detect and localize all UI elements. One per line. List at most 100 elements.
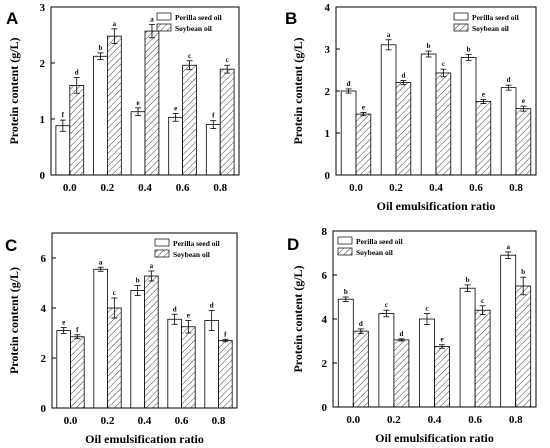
bar-perilla-seed-oil — [419, 318, 435, 408]
legend-swatch — [337, 236, 353, 245]
bar-soybean-oil — [182, 64, 197, 176]
significance-label: a — [387, 31, 391, 39]
significance-label: c — [481, 297, 484, 305]
significance-label: a — [113, 20, 117, 28]
chart-panel-b: Bd a b b d e d c e e 0 1 2 3 4 0.0 0.2 0.4 0.6 0.8 Protein c… — [285, 2, 537, 213]
y-tick-label: 8 — [322, 226, 328, 238]
bar-perilla-seed-oil — [460, 57, 477, 176]
significance-label: d — [401, 72, 405, 80]
significance-label: c — [226, 56, 229, 64]
bar-perilla-seed-oil — [93, 268, 108, 409]
x-tick-label: 0.0 — [346, 414, 360, 426]
bar-soybean-oil — [107, 35, 122, 176]
bar-soybean-oil — [181, 326, 196, 409]
significance-label: e — [440, 336, 443, 344]
bar-soybean-oil — [515, 108, 532, 176]
y-axis-title: Protein content (g/L) — [291, 37, 305, 144]
y-tick-label: 0 — [325, 170, 331, 182]
significance-label: e — [362, 103, 365, 111]
legend-label: Perilla seed oil — [175, 13, 222, 22]
significance-label: a — [150, 262, 154, 270]
x-tick-label: 0.2 — [389, 182, 403, 194]
bar-perilla-seed-oil — [205, 124, 221, 176]
x-axis-title: Oil emulsification ratio — [377, 199, 496, 213]
x-tick-label: 0.4 — [138, 415, 152, 427]
bar-soybean-oil — [144, 30, 160, 176]
x-axis-title: Oil emulsification ratio — [375, 431, 494, 445]
x-tick-label: 0.4 — [429, 182, 443, 194]
legend-label: Perilla seed oil — [173, 239, 220, 248]
significance-label: b — [136, 277, 140, 285]
y-tick-label: 0 — [40, 170, 46, 182]
significance-label: a — [99, 258, 103, 266]
significance-label: c — [113, 289, 116, 297]
significance-label: c — [385, 301, 388, 309]
significance-label: f — [224, 330, 227, 338]
bar-perilla-seed-oil — [380, 44, 397, 176]
y-tick-label: 4 — [41, 303, 47, 315]
bar-soybean-oil — [218, 340, 233, 409]
significance-label: e — [482, 90, 485, 98]
x-tick-label: 0.8 — [212, 415, 226, 427]
significance-label: b — [466, 276, 470, 284]
significance-label: d — [75, 69, 79, 77]
x-tick-label: 0.0 — [63, 182, 77, 194]
y-axis-title: Protein content (g/L) — [7, 37, 21, 144]
bar-perilla-seed-oil — [459, 287, 476, 408]
y-tick-label: 1 — [325, 128, 331, 140]
chart-panel-c: Ce a b d d f c a e f 0 2 4 6 0.0 0.2 0.4 0.6 0.8 Protein co… — [5, 232, 238, 446]
x-tick-label: 0.6 — [176, 182, 190, 194]
x-tick-label: 0.8 — [509, 182, 523, 194]
bar-perilla-seed-oil — [340, 90, 357, 176]
y-tick-label: 6 — [41, 253, 47, 265]
legend-label: Soybean oil — [175, 24, 212, 33]
chart-panel-a: Af b e e f d a a c c 0 1 2 3 0.0 0.2 0.4 0.6 0.8 Protein co… — [6, 2, 240, 194]
chart-panel-d: Db c c b a d d e c b 0 2 4 6 8 0.0 0.2 0.4 0.6 0.8 Protein c… — [287, 226, 537, 445]
bar-perilla-seed-oil — [337, 298, 354, 408]
significance-label: b — [98, 44, 102, 52]
x-tick-label: 0.6 — [468, 414, 482, 426]
bar-perilla-seed-oil — [168, 116, 184, 176]
panel-letter: C — [5, 236, 17, 255]
significance-label: d — [399, 330, 403, 338]
y-tick-label: 0 — [41, 403, 47, 415]
bar-perilla-seed-oil — [500, 254, 517, 408]
significance-label: e — [187, 312, 190, 320]
panel-letter: D — [287, 235, 299, 254]
y-tick-label: 2 — [325, 86, 331, 98]
bar-soybean-oil — [515, 285, 532, 408]
significance-label: d — [359, 320, 363, 328]
bar-soybean-oil — [355, 113, 372, 176]
legend-swatch — [453, 12, 469, 21]
significance-label: d — [173, 305, 177, 313]
y-tick-label: 6 — [322, 270, 328, 282]
legend-swatch — [453, 23, 469, 32]
panel-letter: A — [6, 9, 18, 28]
significance-label: e — [174, 104, 177, 112]
x-tick-label: 0.2 — [101, 182, 115, 194]
y-axis-title: Protein content (g/L) — [7, 267, 21, 374]
bar-perilla-seed-oil — [420, 53, 437, 176]
legend-label: Perilla seed oil — [356, 237, 403, 246]
bar-perilla-seed-oil — [56, 330, 71, 409]
bar-soybean-oil — [352, 330, 369, 408]
bar-soybean-oil — [219, 68, 235, 176]
x-tick-label: 0.8 — [213, 182, 227, 194]
significance-label: f — [62, 111, 65, 119]
significance-label: b — [344, 288, 348, 296]
y-tick-label: 2 — [40, 58, 46, 70]
y-tick-label: 4 — [322, 314, 328, 326]
bar-soybean-oil — [144, 275, 159, 409]
y-axis-title: Protein content (g/L) — [291, 265, 305, 372]
y-tick-label: 3 — [40, 2, 46, 14]
significance-label: c — [425, 305, 428, 313]
x-tick-label: 0.8 — [509, 414, 523, 426]
bar-perilla-seed-oil — [378, 313, 395, 408]
x-tick-label: 0.2 — [101, 415, 115, 427]
significance-label: e — [522, 97, 525, 105]
x-tick-label: 0.4 — [138, 182, 152, 194]
bar-perilla-seed-oil — [55, 125, 71, 176]
legend-label: Perilla seed oil — [472, 13, 519, 22]
bar-soybean-oil — [393, 339, 410, 408]
